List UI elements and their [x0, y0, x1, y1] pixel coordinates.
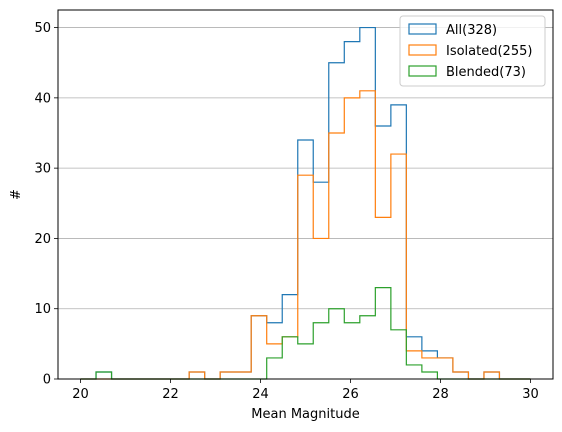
x-tick-label: 28 — [432, 387, 449, 402]
y-tick-label: 20 — [34, 232, 51, 247]
x-axis-label: Mean Magnitude — [251, 407, 359, 422]
legend: All(328) Isolated(255) Blended(73) — [399, 15, 546, 87]
x-tick-label: 30 — [522, 387, 539, 402]
legend-swatch — [408, 44, 437, 56]
legend-label: Blended(73) — [446, 65, 526, 80]
y-tick-label: 0 — [43, 373, 51, 388]
legend-label: Isolated(255) — [446, 44, 532, 59]
x-tick-label: 24 — [252, 387, 269, 402]
y-axis-label: # — [9, 189, 24, 200]
x-tick-label: 20 — [72, 387, 89, 402]
legend-swatch — [408, 23, 437, 35]
plot-frame — [57, 9, 554, 380]
y-tick-label: 40 — [34, 91, 51, 106]
y-tick-label: 50 — [34, 21, 51, 36]
y-tick-label: 30 — [34, 162, 51, 177]
y-tick-label: 10 — [34, 302, 51, 317]
histogram-step-line — [80, 287, 531, 380]
y-axis-ticks: 0 10 20 30 40 50 — [34, 21, 58, 388]
x-tick-label: 22 — [162, 387, 179, 402]
legend-label: All(328) — [446, 23, 497, 38]
x-tick-label: 26 — [342, 387, 359, 402]
y-gridlines — [58, 27, 553, 310]
x-axis-ticks: 20 22 24 26 28 30 — [72, 379, 539, 402]
histogram-step-line — [80, 90, 531, 380]
legend-swatch — [408, 65, 437, 77]
